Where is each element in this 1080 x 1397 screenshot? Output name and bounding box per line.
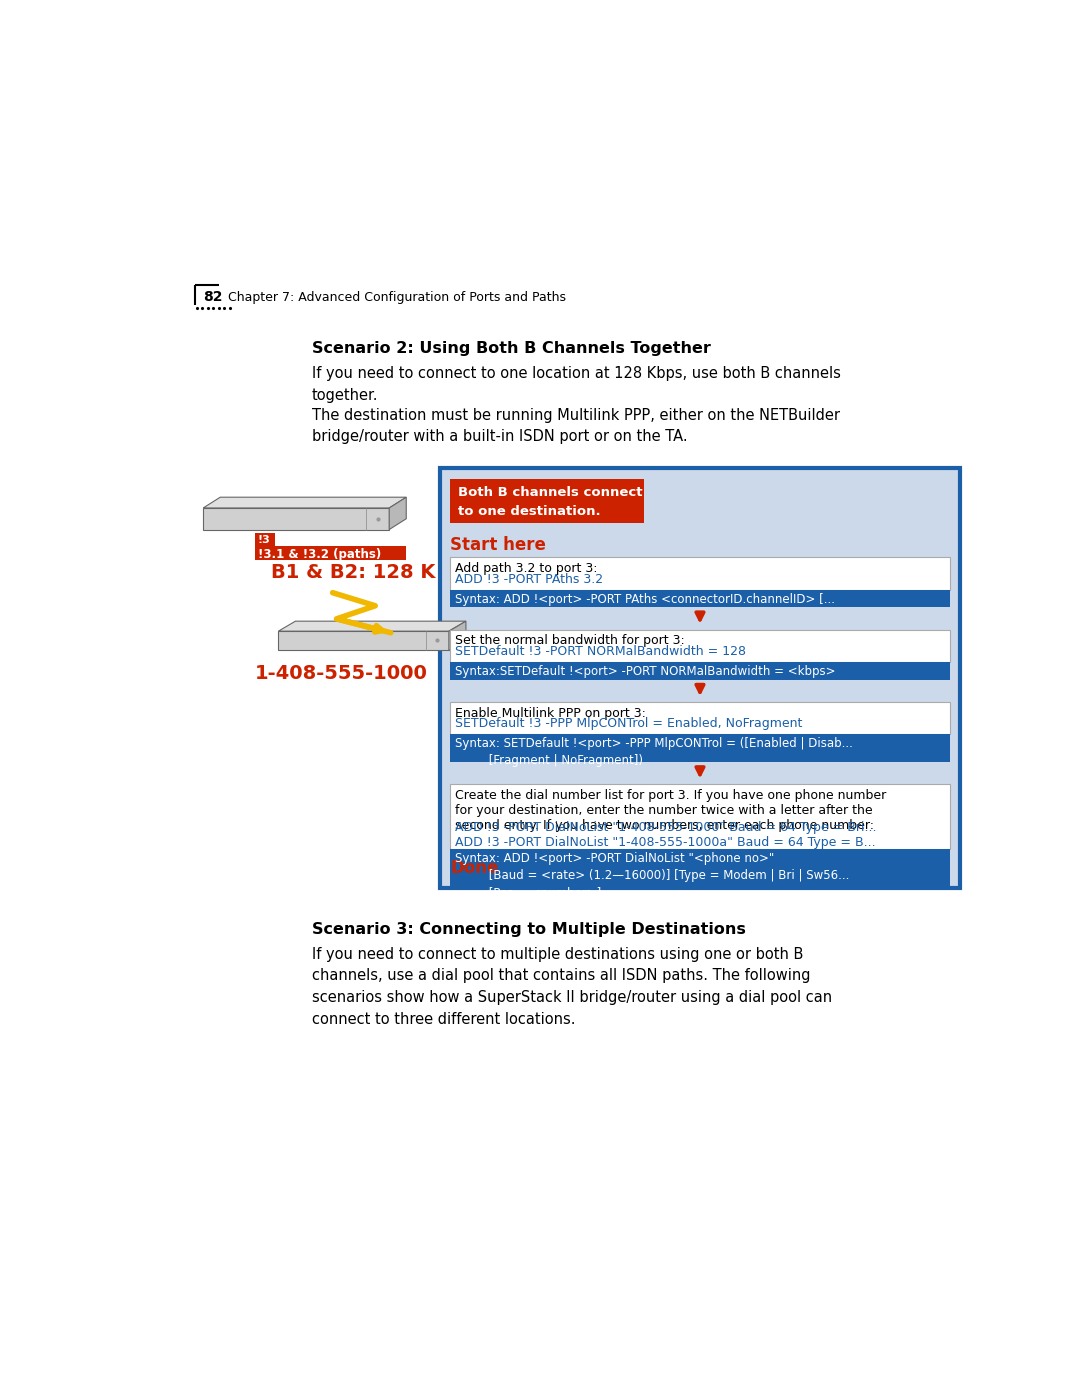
Text: Syntax: ADD !<port> -PORT DialNoList "<phone no>"
         [Baud = <rate> (1.2—1: Syntax: ADD !<port> -PORT DialNoList "<p…: [455, 852, 850, 900]
Text: Enable Multilink PPP on port 3:: Enable Multilink PPP on port 3:: [455, 707, 646, 719]
Text: 82: 82: [203, 291, 222, 305]
Bar: [450, 662, 949, 680]
Polygon shape: [389, 497, 406, 529]
Text: Create the dial number list for port 3. If you have one phone number
for your de: Create the dial number list for port 3. …: [455, 789, 887, 833]
Text: Syntax: ADD !<port> -PORT PAths <connectorID.channelID> [...: Syntax: ADD !<port> -PORT PAths <connect…: [455, 592, 835, 606]
Bar: [450, 479, 644, 524]
Text: ADD !3 -PORT DialNoList "1-408-555-1000" Baud = 64 Type = Bri...
ADD !3 -PORT Di: ADD !3 -PORT DialNoList "1-408-555-1000"…: [455, 821, 877, 849]
Polygon shape: [449, 622, 465, 651]
Text: 1-408-555-1000: 1-408-555-1000: [255, 665, 428, 683]
Text: !3.1 & !3.2 (paths): !3.1 & !3.2 (paths): [258, 548, 381, 562]
Text: Both B channels connect
to one destination.: Both B channels connect to one destinati…: [458, 486, 643, 518]
Text: Done: Done: [450, 859, 499, 877]
Polygon shape: [203, 497, 406, 509]
Text: The destination must be running Multilink PPP, either on the NETBuilder
bridge/r: The destination must be running Multilin…: [312, 408, 840, 444]
Bar: [450, 590, 949, 608]
Text: Add path 3.2 to port 3:: Add path 3.2 to port 3:: [455, 562, 597, 576]
Bar: [255, 546, 406, 560]
Text: Set the normal bandwidth for port 3:: Set the normal bandwidth for port 3:: [455, 634, 685, 647]
Bar: [450, 849, 949, 887]
Text: Syntax:SETDefault !<port> -PORT NORMalBandwidth = <kbps>: Syntax:SETDefault !<port> -PORT NORMalBa…: [455, 665, 836, 678]
Bar: [450, 630, 949, 662]
Text: Scenario 2: Using Both B Channels Together: Scenario 2: Using Both B Channels Togeth…: [312, 341, 711, 356]
Text: Scenario 3: Connecting to Multiple Destinations: Scenario 3: Connecting to Multiple Desti…: [312, 922, 745, 937]
Text: If you need to connect to one location at 128 Kbps, use both B channels
together: If you need to connect to one location a…: [312, 366, 840, 402]
Text: SETDefault !3 -PPP MlpCONTrol = Enabled, NoFragment: SETDefault !3 -PPP MlpCONTrol = Enabled,…: [455, 718, 802, 731]
Text: ADD !3 -PORT PAths 3.2: ADD !3 -PORT PAths 3.2: [455, 573, 604, 585]
Bar: [255, 534, 275, 546]
Text: Start here: Start here: [450, 535, 546, 553]
Polygon shape: [279, 631, 449, 651]
Text: Syntax: SETDefault !<port> -PPP MlpCONTrol = ([Enabled | Disab...
         [Frag: Syntax: SETDefault !<port> -PPP MlpCONTr…: [455, 738, 853, 767]
Text: If you need to connect to multiple destinations using one or both B
channels, us: If you need to connect to multiple desti…: [312, 947, 832, 1027]
Bar: [450, 735, 949, 763]
Bar: [450, 703, 949, 735]
Text: !3: !3: [257, 535, 270, 545]
Bar: [440, 468, 960, 887]
Text: SETDefault !3 -PORT NORMalBandwidth = 128: SETDefault !3 -PORT NORMalBandwidth = 12…: [455, 645, 746, 658]
Bar: [450, 557, 949, 590]
Text: Chapter 7: Advanced Configuration of Ports and Paths: Chapter 7: Advanced Configuration of Por…: [228, 291, 566, 303]
Polygon shape: [279, 622, 465, 631]
Text: B1 & B2: 128 K: B1 & B2: 128 K: [271, 563, 435, 583]
Polygon shape: [203, 509, 389, 529]
Bar: [450, 784, 949, 849]
